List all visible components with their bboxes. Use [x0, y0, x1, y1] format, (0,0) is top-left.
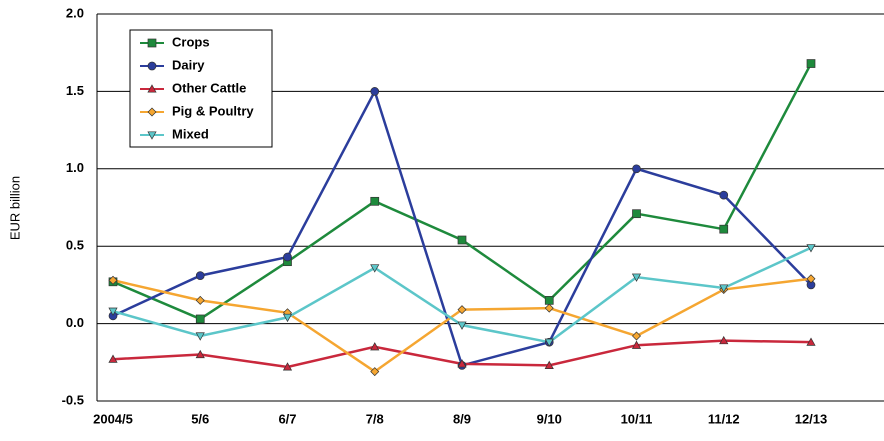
legend-label: Pig & Poultry	[172, 103, 254, 118]
x-tick-label: 11/12	[708, 411, 740, 426]
point	[457, 359, 467, 368]
point	[632, 331, 641, 341]
legend-marker	[147, 84, 157, 93]
y-tick-label: 2.0	[66, 5, 84, 20]
y-tick-label: 0.5	[66, 238, 84, 253]
point	[370, 87, 380, 96]
y-tick-label: 1.0	[66, 160, 84, 175]
point	[632, 164, 641, 174]
point	[370, 367, 380, 377]
point	[806, 59, 816, 68]
legend-marker	[147, 61, 157, 71]
x-tick-label: 10/11	[621, 411, 653, 426]
point	[282, 362, 293, 371]
x-tick-label: 9/10	[537, 411, 562, 426]
legend-label: Crops	[172, 34, 210, 49]
point	[719, 224, 729, 234]
point	[457, 305, 467, 315]
point	[631, 340, 642, 349]
point	[283, 252, 292, 262]
point	[544, 338, 554, 347]
y-tick-label: 1.5	[66, 83, 84, 98]
point	[632, 209, 641, 219]
point	[457, 235, 467, 245]
legend-marker	[147, 131, 157, 140]
y-axis-label: EUR billion	[7, 176, 22, 240]
y-tick-label: 0.0	[66, 315, 84, 330]
legend-marker	[147, 38, 157, 48]
point	[719, 284, 729, 293]
point	[108, 307, 118, 316]
x-tick-label: 8/9	[453, 411, 471, 426]
x-tick-label: 6/7	[278, 411, 296, 426]
point	[108, 354, 118, 363]
point	[370, 342, 380, 351]
point	[195, 332, 205, 341]
x-tick-label: 5/6	[191, 411, 209, 426]
point	[457, 321, 467, 330]
point	[631, 273, 642, 282]
point	[195, 314, 205, 324]
point	[544, 296, 554, 305]
legend-label: Mixed	[172, 126, 209, 141]
point	[195, 295, 205, 305]
point	[719, 190, 729, 200]
point	[370, 264, 380, 273]
point	[195, 349, 205, 359]
point	[806, 244, 816, 253]
point	[719, 335, 729, 345]
legend-label: Dairy	[172, 57, 205, 72]
point	[195, 271, 205, 280]
point	[370, 196, 380, 206]
x-tick-label: 12/13	[795, 411, 828, 426]
point	[544, 303, 554, 313]
legend-marker	[147, 107, 157, 117]
point	[806, 274, 816, 284]
x-tick-label: 7/8	[366, 411, 384, 426]
x-tick-label: 2004/5	[93, 411, 133, 426]
point	[108, 275, 118, 285]
point	[544, 360, 554, 369]
legend-label: Other Cattle	[172, 80, 246, 95]
point	[806, 337, 816, 346]
y-tick-label: -0.5	[62, 392, 84, 407]
point	[282, 313, 293, 323]
